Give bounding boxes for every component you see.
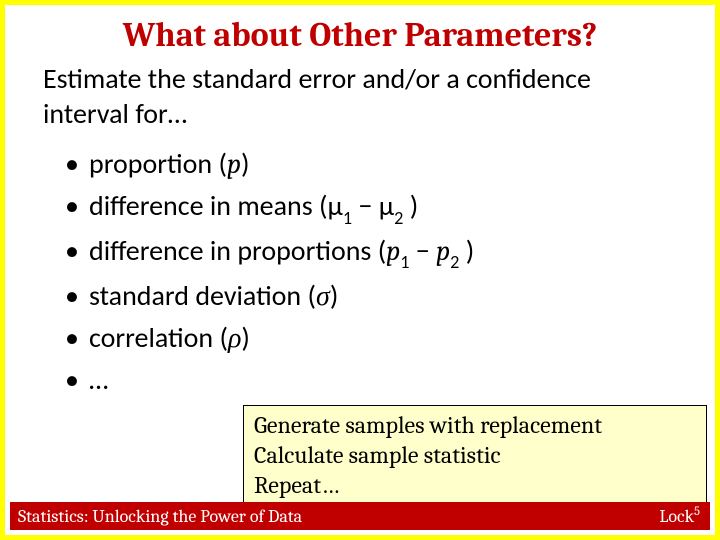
- bullet-symbol: (ρ): [219, 320, 249, 355]
- bullet-list: proportion (p)difference in means (μ1 − …: [5, 131, 715, 401]
- slide: What about Other Parameters? Estimate th…: [0, 0, 720, 540]
- bullet-label: standard deviation: [89, 278, 301, 313]
- bullet-item: standard deviation (σ): [65, 275, 715, 317]
- footer-right-sup: 5: [694, 505, 700, 519]
- callout-line: Calculate sample statistic: [254, 440, 696, 470]
- bullet-item: difference in proportions (p1 − p2 ): [65, 230, 715, 275]
- bullet-symbol: (σ): [308, 278, 339, 313]
- bullet-label: proportion: [89, 146, 212, 181]
- footer-bar: Statistics: Unlocking the Power of Data …: [10, 502, 710, 530]
- bullet-label: difference in proportions: [89, 233, 371, 268]
- footer-right: Lock5: [659, 505, 700, 527]
- callout-line: Generate samples with replacement: [254, 410, 696, 440]
- callout-line: Repeat…: [254, 470, 696, 500]
- bullet-label: correlation: [89, 320, 213, 355]
- footer-left: Statistics: Unlocking the Power of Data: [18, 506, 302, 527]
- bullet-item: proportion (p): [65, 143, 715, 185]
- bullet-symbol: (p1 − p2 ): [378, 233, 475, 268]
- bullet-item: correlation (ρ): [65, 317, 715, 359]
- slide-title: What about Other Parameters?: [5, 5, 715, 61]
- bullet-label: difference in means: [89, 188, 313, 223]
- callout-box: Generate samples with replacementCalcula…: [243, 405, 707, 505]
- bullet-label: …: [89, 362, 108, 397]
- footer-right-base: Lock: [659, 506, 694, 527]
- bullet-item: …: [65, 359, 715, 401]
- bullet-symbol: (p): [218, 146, 249, 181]
- bullet-symbol: (μ1 − μ2 ): [319, 188, 418, 223]
- intro-text: Estimate the standard error and/or a con…: [5, 61, 715, 131]
- bullet-item: difference in means (μ1 − μ2 ): [65, 185, 715, 230]
